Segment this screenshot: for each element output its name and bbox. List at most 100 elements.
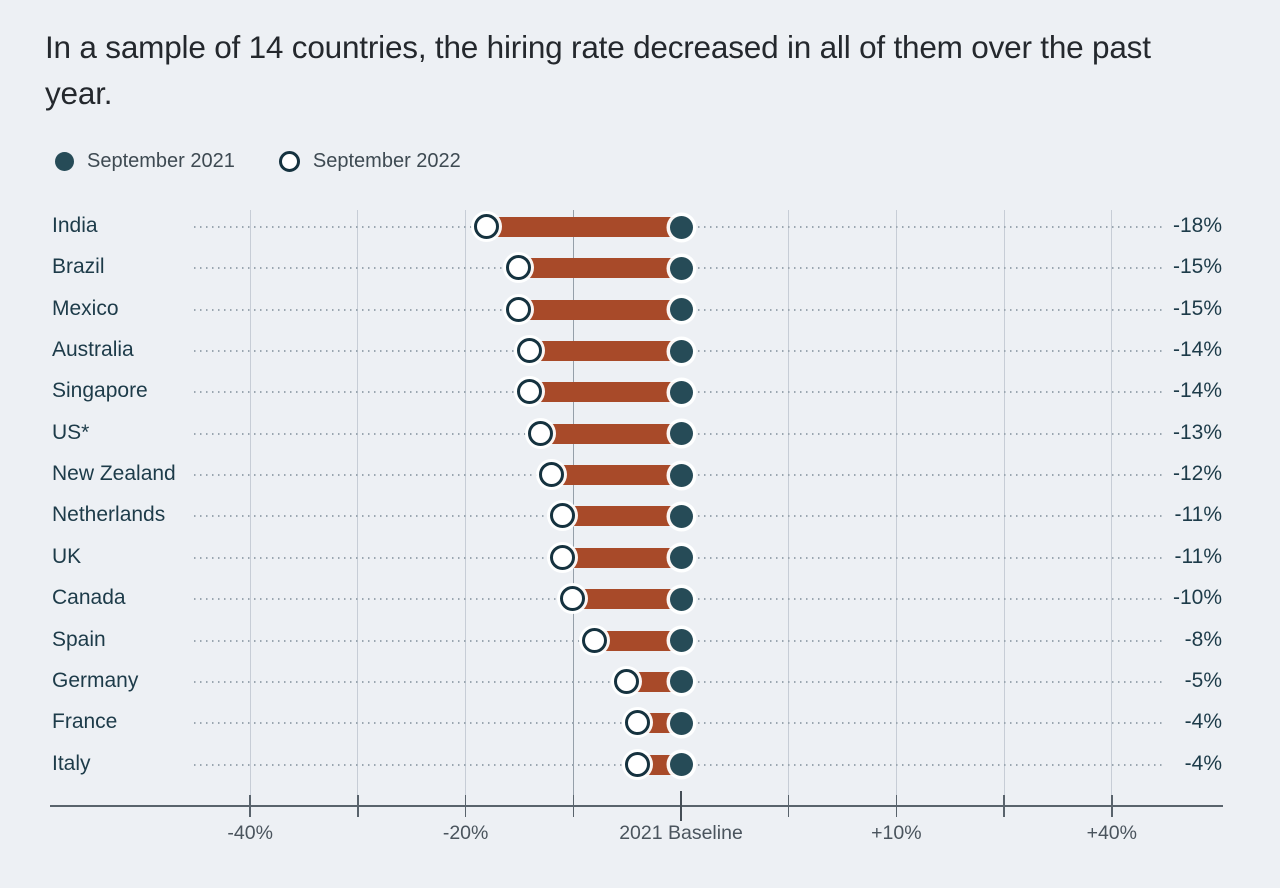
bar — [573, 589, 681, 610]
open-dot-icon — [278, 151, 300, 172]
dot-2022 — [538, 462, 564, 488]
bar — [562, 547, 681, 568]
row-value: -11% — [1174, 503, 1222, 527]
axis-tick-label: 2021 Baseline — [619, 822, 743, 844]
baseline-tick — [679, 791, 683, 821]
row-label: Germany — [52, 668, 139, 692]
row-value: -15% — [1172, 296, 1222, 320]
dot-2022 — [517, 338, 543, 364]
gridline — [1003, 210, 1005, 805]
gridline — [1111, 210, 1113, 805]
bar — [562, 506, 681, 527]
row-value: -8% — [1184, 627, 1222, 651]
dot-2022 — [549, 503, 575, 529]
legend: September 2021 September 2022 — [55, 150, 461, 173]
dot-2021 — [669, 629, 693, 652]
row-value: -15% — [1172, 255, 1222, 279]
axis-tick — [464, 795, 467, 817]
dot-2021 — [669, 215, 693, 239]
chart-title: In a sample of 14 countries, the hiring … — [45, 29, 1151, 111]
filled-dot-icon — [55, 152, 74, 171]
axis-tick — [895, 795, 898, 817]
row-label: Brazil — [52, 255, 105, 279]
row-value: -5% — [1184, 668, 1222, 692]
x-axis-line — [50, 805, 1223, 807]
bar — [594, 630, 681, 651]
axis-tick — [357, 795, 359, 817]
row-label: Italy — [52, 751, 91, 775]
row-value: -4% — [1184, 751, 1222, 775]
dot-2022 — [560, 586, 586, 612]
dot-2022 — [624, 751, 650, 777]
row-value: -11% — [1174, 544, 1222, 568]
axis-tick — [1111, 795, 1113, 817]
row-label: Canada — [52, 586, 126, 610]
dot-2021 — [669, 422, 693, 446]
dot-2021 — [669, 753, 693, 777]
row-label: Spain — [52, 627, 106, 651]
dot-2021 — [669, 504, 693, 528]
row-label: Australia — [52, 338, 134, 362]
axis-tick-label: +10% — [871, 822, 922, 844]
dot-2022 — [527, 420, 553, 446]
row-label: New Zealand — [52, 462, 176, 486]
bar — [530, 341, 681, 362]
row-value: -4% — [1184, 710, 1222, 734]
dot-2022 — [517, 379, 543, 405]
row-label: France — [52, 710, 118, 734]
row-label: Netherlands — [52, 503, 166, 527]
row-value: -13% — [1172, 420, 1222, 444]
bar — [627, 671, 681, 692]
gridline — [465, 210, 467, 805]
bar — [540, 423, 681, 444]
dot-2021 — [669, 298, 693, 322]
axis-tick — [787, 795, 790, 817]
dot-2021 — [669, 546, 693, 570]
row-value: -18% — [1172, 214, 1222, 237]
dot-2021 — [669, 256, 693, 280]
bar — [551, 465, 681, 486]
row-value: -12% — [1172, 462, 1222, 486]
row-label: US* — [52, 420, 90, 444]
dot-2021 — [669, 339, 693, 363]
legend-item-september-2022: September 2022 — [278, 150, 461, 173]
row-label: Singapore — [52, 379, 148, 403]
legend-label: September 2022 — [312, 150, 461, 172]
gridline — [357, 210, 359, 805]
row-label: UK — [52, 544, 82, 568]
legend-label: September 2021 — [87, 150, 235, 172]
axis-tick-label: -40% — [227, 822, 273, 844]
gridline — [249, 210, 251, 805]
dot-2021 — [669, 380, 693, 404]
bar — [519, 299, 681, 320]
dot-2022 — [581, 627, 607, 653]
row-value: -14% — [1172, 338, 1222, 362]
axis-tick — [1003, 795, 1005, 817]
bar — [530, 382, 681, 403]
row-value: -10% — [1172, 586, 1222, 610]
dot-2022 — [549, 544, 575, 570]
bar — [487, 217, 681, 237]
dot-2022 — [506, 296, 532, 322]
gridline — [788, 210, 790, 805]
dot-2022 — [614, 668, 640, 694]
gridline — [895, 210, 897, 805]
axis-tick-label: +40% — [1086, 822, 1137, 844]
row-label: Mexico — [52, 296, 119, 320]
axis-tick — [249, 795, 251, 817]
dot-2021 — [669, 463, 693, 487]
dot-2022 — [506, 255, 532, 281]
axis-tick-label: -20% — [442, 822, 489, 844]
row-label: India — [52, 214, 98, 237]
bar — [519, 258, 681, 279]
dot-2021 — [669, 670, 693, 694]
dot-2021 — [669, 711, 693, 735]
dot-2022 — [474, 214, 500, 239]
axis-tick — [572, 795, 575, 817]
row-value: -14% — [1172, 379, 1222, 403]
legend-item-september-2021: September 2021 — [55, 150, 235, 173]
dot-2021 — [669, 587, 693, 611]
dot-2022 — [624, 710, 650, 736]
